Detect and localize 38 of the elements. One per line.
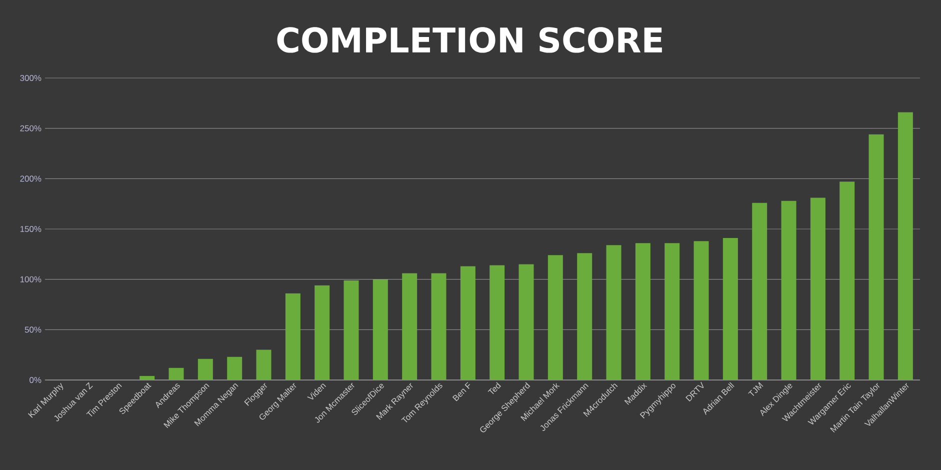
bar — [781, 200, 796, 380]
bar — [140, 376, 155, 380]
bar — [810, 198, 826, 380]
y-tick-label: 300% — [20, 75, 42, 81]
bar — [722, 238, 738, 380]
chart-title: COMPLETION SCORE — [277, 27, 662, 53]
y-tick-label: 250% — [20, 125, 42, 132]
bar — [868, 134, 884, 380]
bar — [548, 255, 563, 380]
bar — [898, 112, 913, 380]
y-tick-label: 200% — [20, 176, 42, 182]
bar — [431, 273, 446, 380]
y-tick-label: 50% — [24, 326, 42, 333]
x-tick-label: Ben F — [452, 382, 470, 402]
bar — [168, 368, 184, 380]
bar — [314, 285, 330, 380]
bar — [285, 293, 300, 380]
bar — [372, 279, 388, 380]
bar — [256, 350, 272, 380]
bar — [490, 265, 505, 380]
bar — [635, 243, 650, 380]
bar — [518, 264, 534, 380]
y-tick-label: 150% — [20, 226, 42, 232]
bar — [344, 280, 359, 380]
bar — [402, 273, 418, 380]
y-tick-label: 0% — [30, 377, 42, 383]
bar — [752, 202, 768, 380]
bar — [694, 241, 709, 380]
y-tick-label: 100% — [20, 276, 42, 282]
x-tick-label: Ted — [488, 382, 502, 394]
bar — [664, 243, 680, 380]
bar — [840, 182, 855, 380]
bar — [577, 253, 592, 380]
bar — [460, 266, 476, 380]
bar — [606, 245, 622, 380]
x-tick-label: TJM — [748, 382, 764, 396]
bar — [227, 356, 242, 380]
bar — [198, 358, 213, 380]
